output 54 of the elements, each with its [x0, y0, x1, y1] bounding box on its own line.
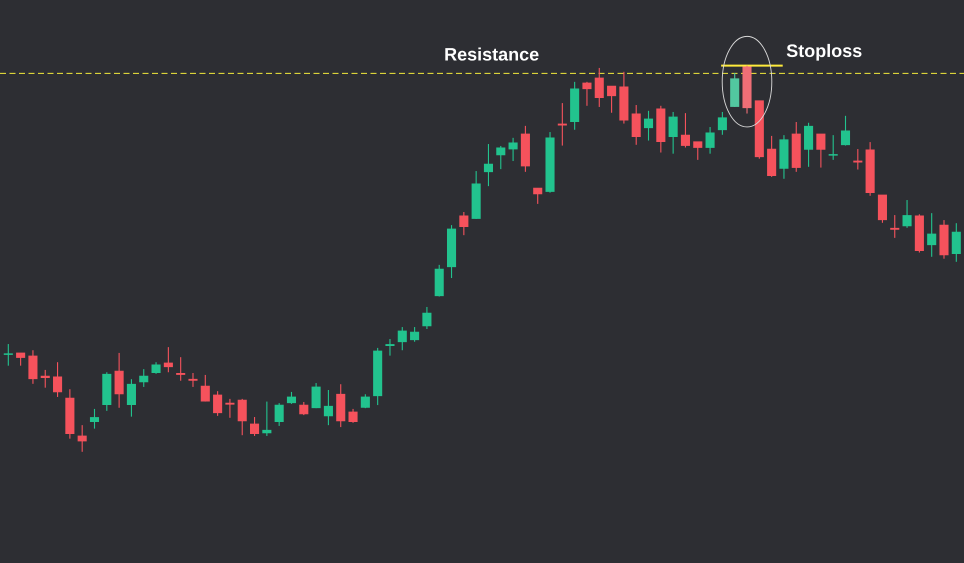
candlestick [126, 378, 136, 418]
candlestick [816, 133, 826, 168]
candlestick [410, 326, 420, 342]
candlestick [250, 416, 260, 437]
candlestick [533, 188, 542, 204]
candlestick [459, 211, 468, 236]
candlestick [324, 389, 333, 426]
candlestick [644, 110, 654, 142]
candlestick [286, 391, 296, 404]
candlestick [706, 126, 715, 154]
candlestick [668, 111, 678, 154]
candlestick [952, 222, 961, 262]
candlestick [238, 398, 247, 436]
candlestick [558, 102, 567, 146]
candlestick [40, 369, 50, 388]
candlestick [312, 382, 321, 409]
candlestick [680, 112, 690, 148]
candlestick [348, 408, 358, 424]
candlestick [16, 352, 26, 366]
candlestick [53, 362, 62, 398]
candlestick [508, 137, 518, 162]
candlestick [164, 346, 173, 373]
ref-line-label: Resistance [445, 47, 539, 61]
candlestick [594, 67, 604, 108]
candlestick [274, 402, 284, 426]
candlestick [385, 338, 395, 356]
ref-line-label: Stoploss [786, 44, 862, 61]
candlestick [139, 368, 148, 388]
candlestick [927, 212, 936, 258]
candlestick [4, 344, 13, 366]
candlestick [152, 362, 161, 374]
candlestick [422, 306, 432, 330]
candlestick [484, 143, 493, 187]
candlestick [90, 408, 100, 430]
candlestick [607, 86, 616, 114]
candlestick [213, 390, 222, 416]
candlestick [200, 374, 210, 402]
candlestick [114, 352, 124, 408]
candlestick [828, 134, 838, 160]
candlestick [693, 141, 702, 160]
candlestick [582, 81, 592, 106]
candlestick [902, 199, 912, 228]
candlestick [632, 104, 641, 146]
candlestick [853, 148, 862, 170]
candlestick [299, 401, 308, 416]
candlestick [360, 394, 370, 409]
candlestick [398, 326, 407, 351]
candlestick [176, 356, 186, 382]
candlestick [840, 115, 850, 146]
candlestick [496, 145, 506, 170]
candlestick [78, 424, 87, 452]
candlestick [804, 122, 814, 168]
candlestick [28, 350, 38, 384]
candlestick [718, 111, 727, 136]
